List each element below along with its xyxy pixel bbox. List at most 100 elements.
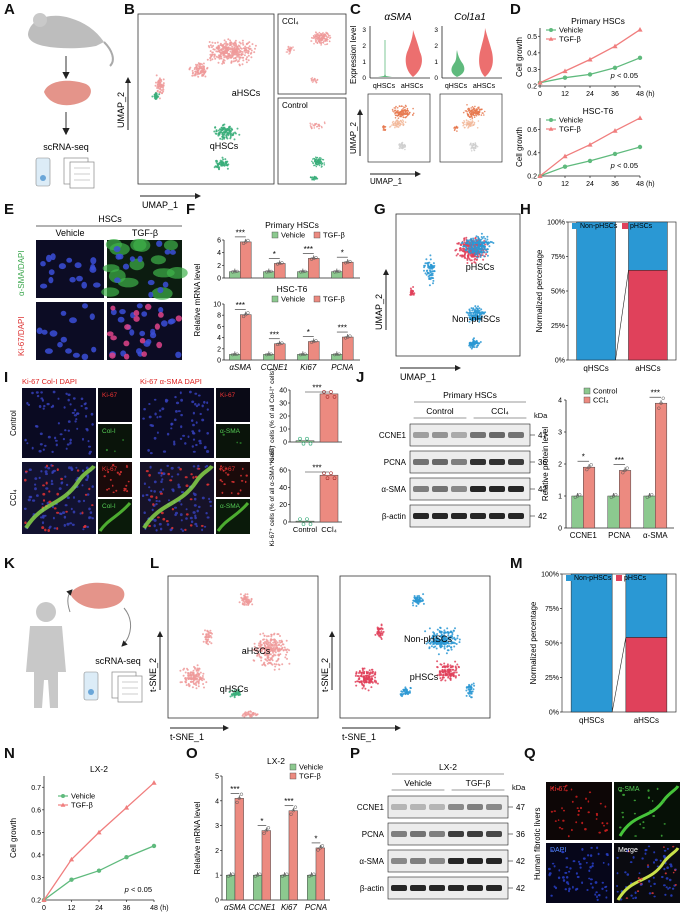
y-tick-label: 0 — [283, 440, 287, 447]
cell-nucleus — [123, 489, 126, 492]
cell-point — [471, 146, 474, 149]
cell-point — [267, 656, 270, 659]
cell-point — [465, 689, 468, 692]
cell-nucleus — [60, 336, 67, 343]
cell-nucleus — [585, 797, 587, 800]
cell-point — [440, 633, 443, 636]
cell-nucleus — [38, 476, 41, 479]
cell-point — [321, 158, 324, 161]
cell-nucleus — [139, 337, 146, 344]
bar — [607, 495, 620, 529]
cell-nucleus — [557, 819, 560, 821]
cell-point — [421, 598, 424, 601]
cell-nucleus — [177, 483, 180, 487]
cell-point — [448, 673, 451, 676]
c-ytick: 0 — [362, 75, 366, 82]
q-l1: Ki-67 — [550, 786, 566, 793]
cell-point — [458, 666, 460, 669]
fibrotic-septum — [98, 502, 132, 532]
cell-point — [287, 47, 290, 49]
cell-point — [474, 143, 477, 145]
cell-point — [475, 113, 477, 115]
cell-nucleus — [40, 470, 43, 473]
panel-letter: Q — [524, 745, 536, 762]
cell-point — [468, 116, 471, 119]
cell-nucleus — [41, 399, 45, 402]
cell-point — [276, 641, 279, 644]
cell-point — [440, 663, 443, 666]
cell-point — [318, 31, 321, 34]
cell-nucleus — [565, 789, 568, 792]
cell-point — [470, 690, 473, 693]
cell-nucleus — [572, 885, 574, 889]
cell-point — [405, 116, 407, 118]
i-sl3: Ki-67 — [220, 392, 236, 399]
cell-point — [191, 74, 194, 77]
cell-point — [429, 274, 431, 277]
cell-nucleus — [596, 846, 599, 850]
y-tick-label: 4 — [558, 398, 562, 405]
cell-nucleus — [634, 896, 637, 899]
cell-nucleus — [77, 412, 80, 415]
cell-point — [371, 668, 374, 671]
cell-nucleus — [598, 894, 601, 897]
cell-point — [490, 241, 493, 244]
legend-swatch — [271, 231, 279, 239]
cell-nucleus — [91, 346, 97, 353]
cell-point — [463, 121, 466, 123]
cell-point — [210, 636, 213, 639]
cell-point — [472, 113, 475, 116]
cell-nucleus — [80, 397, 84, 401]
replicate-point — [312, 256, 316, 261]
cell-point — [429, 639, 432, 641]
cell-nucleus — [162, 488, 165, 491]
cell-point — [229, 136, 232, 138]
cell-point — [221, 52, 224, 55]
bar — [295, 440, 315, 443]
cell-nucleus — [113, 246, 121, 253]
y-tick-label: 20 — [279, 414, 287, 421]
cell-nucleus — [190, 473, 193, 476]
cell-nucleus — [152, 503, 155, 506]
cell-point — [158, 93, 161, 96]
cell-point — [328, 36, 330, 38]
cell-point — [312, 35, 315, 37]
cell-point — [273, 645, 276, 647]
cell-point — [451, 635, 454, 638]
cell-point — [482, 258, 485, 261]
cell-point — [412, 112, 415, 115]
cell-point — [436, 666, 439, 669]
legend-label: pHSCs — [624, 575, 647, 582]
legend-label: Non-pHSCs — [580, 223, 618, 230]
cell-nucleus — [175, 511, 178, 515]
blot-band — [489, 432, 505, 438]
cell-point — [267, 651, 270, 654]
cell-point — [477, 305, 479, 308]
bar — [297, 354, 309, 361]
cell-nucleus — [106, 488, 109, 491]
cell-point — [293, 49, 295, 51]
blot-band — [429, 831, 445, 837]
legend-label: Vehicle — [559, 116, 583, 125]
cell-point — [458, 641, 461, 644]
blot-band — [451, 459, 467, 465]
y-tick-label: 0.2 — [527, 174, 537, 181]
cell-nucleus — [180, 528, 183, 531]
bar — [307, 874, 317, 901]
replicate-point — [659, 401, 663, 405]
cell-nucleus — [158, 307, 164, 313]
cell-point — [316, 125, 318, 128]
replicate-point — [335, 270, 339, 274]
y-tick-label: 50% — [551, 289, 565, 296]
cell-point — [360, 671, 363, 674]
cell-point — [395, 112, 397, 114]
cell-point — [314, 178, 317, 180]
cell-point — [233, 689, 236, 692]
cell-point — [474, 237, 477, 240]
cell-point — [237, 54, 240, 57]
cell-nucleus — [175, 401, 180, 405]
cell-nucleus — [651, 892, 654, 895]
cell-cytoplasm — [133, 238, 151, 252]
cell-point — [210, 55, 213, 58]
cell-point — [360, 675, 363, 678]
